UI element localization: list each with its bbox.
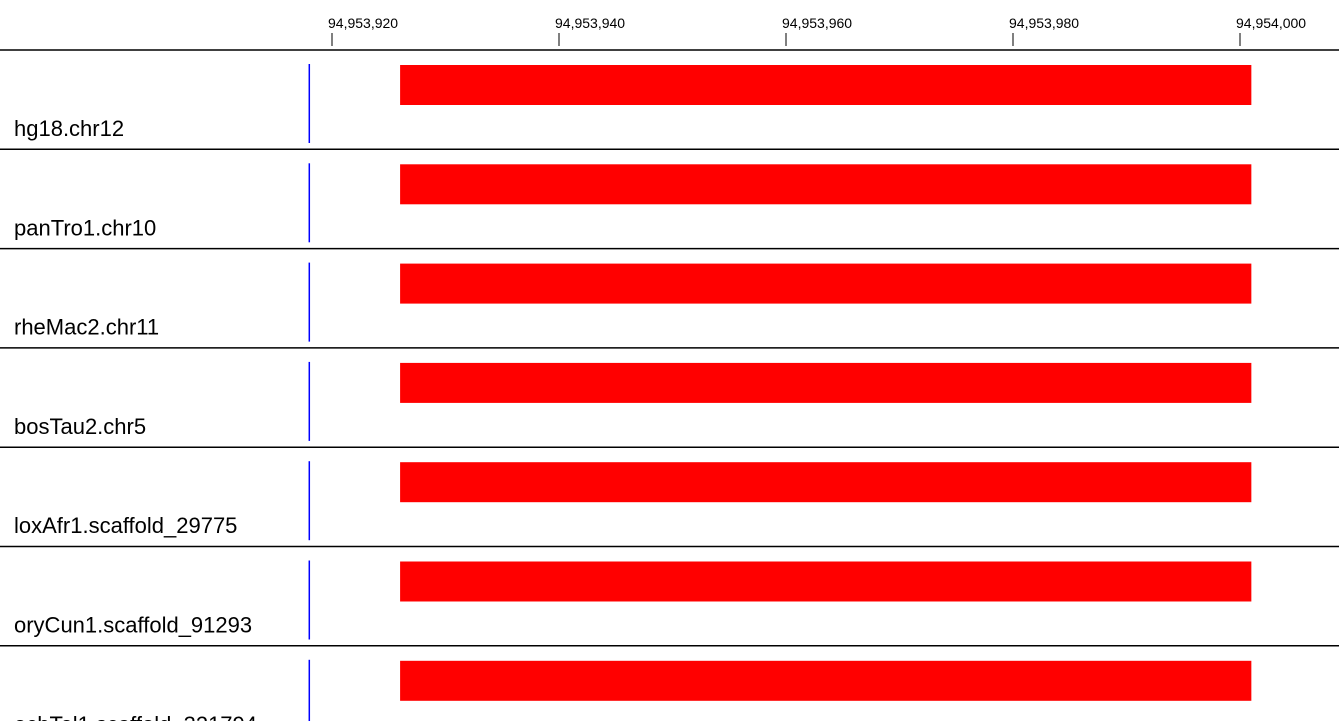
- alignment-block: [400, 462, 1252, 503]
- alignment-block: [400, 561, 1252, 602]
- track-label: loxAfr1.scaffold_29775: [14, 513, 237, 538]
- ruler-tick-label: 94,953,920: [328, 15, 398, 31]
- alignment-tracks: hg18.chr12 panTro1.chr10 rheMac2.chr11 bosT…: [0, 64, 1339, 721]
- track-row: loxAfr1.scaffold_29775: [0, 461, 1339, 548]
- track-label: bosTau2.chr5: [14, 414, 146, 439]
- ruler-tick-label: 94,954,000: [1236, 15, 1306, 31]
- track-row: echTel1.scaffold_321794: [14, 659, 1252, 721]
- track-label: oryCun1.scaffold_91293: [14, 613, 252, 638]
- ruler-tick-label: 94,953,980: [1009, 15, 1079, 31]
- track-label: hg18.chr12: [14, 116, 124, 141]
- ruler-tick-label: 94,953,940: [555, 15, 625, 31]
- alignment-block: [400, 263, 1252, 304]
- track-row: rheMac2.chr11: [0, 262, 1339, 349]
- alignment-block: [400, 164, 1252, 205]
- track-label: echTel1.scaffold_321794: [14, 712, 257, 721]
- ruler-tick-label: 94,953,960: [782, 15, 852, 31]
- track-label: panTro1.chr10: [14, 215, 156, 240]
- coordinate-ruler: 94,953,920 94,953,940 94,953,960 94,953,980…: [0, 15, 1339, 51]
- alignment-block: [400, 65, 1252, 105]
- track-row: bosTau2.chr5: [0, 361, 1339, 448]
- track-row: panTro1.chr10: [0, 163, 1339, 250]
- alignment-block: [400, 362, 1252, 403]
- track-row: oryCun1.scaffold_91293: [0, 560, 1339, 647]
- track-label: rheMac2.chr11: [14, 315, 159, 340]
- alignment-block: [400, 660, 1252, 701]
- track-row: hg18.chr12: [0, 64, 1339, 151]
